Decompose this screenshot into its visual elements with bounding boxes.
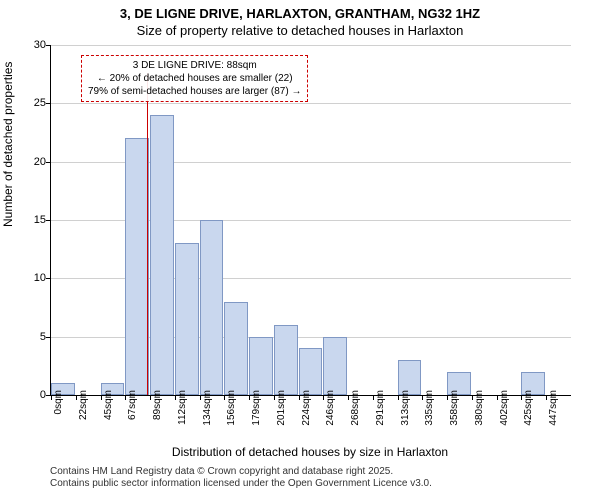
footer-line1: Contains HM Land Registry data © Crown c… — [50, 466, 432, 478]
y-tick-mark — [46, 337, 51, 338]
annotation-box: 3 DE LIGNE DRIVE: 88sqm ← 20% of detache… — [81, 55, 308, 102]
x-tick-label: 179sqm — [251, 390, 262, 426]
annotation-line3: 79% of semi-detached houses are larger (… — [88, 85, 301, 98]
x-tick-label: 89sqm — [152, 390, 163, 420]
histogram-bar — [249, 337, 273, 395]
histogram-bar — [274, 325, 298, 395]
x-tick-label: 402sqm — [499, 390, 510, 426]
y-tick-label: 25 — [21, 97, 46, 109]
x-tick-label: 156sqm — [226, 390, 237, 426]
y-tick-mark — [46, 103, 51, 104]
x-tick-label: 358sqm — [449, 390, 460, 426]
x-tick-mark — [150, 395, 151, 400]
x-tick-label: 201sqm — [276, 390, 287, 426]
y-tick-mark — [46, 45, 51, 46]
x-tick-label: 112sqm — [177, 390, 188, 425]
x-tick-label: 447sqm — [548, 390, 559, 426]
footer-attribution: Contains HM Land Registry data © Crown c… — [50, 466, 432, 490]
x-tick-mark — [299, 395, 300, 400]
x-tick-mark — [472, 395, 473, 400]
annotation-line1: 3 DE LIGNE DRIVE: 88sqm — [88, 59, 301, 72]
gridline — [51, 103, 571, 104]
property-marker-line — [147, 73, 148, 395]
gridline — [51, 45, 571, 46]
y-tick-label: 30 — [21, 39, 46, 51]
chart-title-desc: Size of property relative to detached ho… — [0, 21, 600, 38]
y-tick-label: 10 — [21, 272, 46, 284]
x-tick-label: 134sqm — [202, 390, 213, 426]
x-tick-label: 246sqm — [325, 390, 336, 426]
histogram-bar — [299, 348, 323, 395]
y-tick-label: 5 — [21, 331, 46, 343]
x-tick-mark — [51, 395, 52, 400]
x-tick-mark — [175, 395, 176, 400]
x-tick-label: 67sqm — [127, 390, 138, 420]
x-axis-label: Distribution of detached houses by size … — [50, 445, 570, 459]
y-tick-mark — [46, 220, 51, 221]
histogram-bar — [150, 115, 174, 395]
x-tick-label: 291sqm — [375, 390, 386, 426]
y-axis-label: Number of detached properties — [1, 62, 15, 227]
y-tick-label: 15 — [21, 214, 46, 226]
x-tick-mark — [348, 395, 349, 400]
x-tick-mark — [76, 395, 77, 400]
x-tick-label: 22sqm — [78, 390, 89, 420]
x-tick-label: 380sqm — [474, 390, 485, 426]
y-tick-label: 0 — [21, 389, 46, 401]
histogram-bar — [323, 337, 347, 395]
x-tick-label: 335sqm — [424, 390, 435, 426]
y-tick-label: 20 — [21, 156, 46, 168]
x-tick-label: 313sqm — [400, 390, 411, 426]
x-tick-label: 45sqm — [103, 390, 114, 420]
footer-line2: Contains public sector information licen… — [50, 478, 432, 490]
x-tick-mark — [398, 395, 399, 400]
x-tick-mark — [497, 395, 498, 400]
x-tick-mark — [373, 395, 374, 400]
histogram-bar — [200, 220, 224, 395]
x-tick-label: 224sqm — [301, 390, 312, 426]
histogram-bar — [224, 302, 248, 395]
x-tick-mark — [249, 395, 250, 400]
x-tick-mark — [101, 395, 102, 400]
x-tick-label: 425sqm — [523, 390, 534, 426]
plot-area: 0510152025300sqm22sqm45sqm67sqm89sqm112s… — [50, 45, 571, 396]
x-tick-label: 0sqm — [53, 390, 64, 414]
y-tick-mark — [46, 278, 51, 279]
x-tick-mark — [274, 395, 275, 400]
annotation-line2: ← 20% of detached houses are smaller (22… — [88, 72, 301, 85]
x-tick-mark — [200, 395, 201, 400]
x-tick-label: 268sqm — [350, 390, 361, 426]
chart-title-address: 3, DE LIGNE DRIVE, HARLAXTON, GRANTHAM, … — [0, 0, 600, 21]
y-tick-mark — [46, 162, 51, 163]
chart-container: 3, DE LIGNE DRIVE, HARLAXTON, GRANTHAM, … — [0, 0, 600, 500]
histogram-bar — [175, 243, 199, 395]
histogram-bar — [125, 138, 149, 395]
